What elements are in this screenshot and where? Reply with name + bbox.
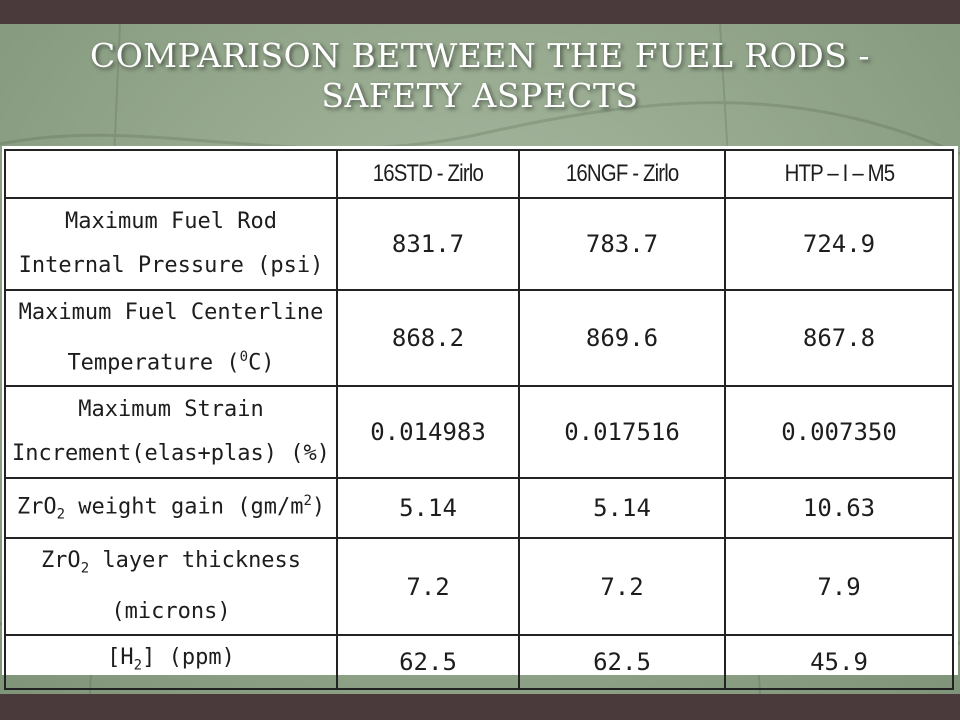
table-cell: 5.14 (336, 477, 520, 540)
top-border-band (0, 0, 960, 24)
table-row: Maximum Strain Increment(elas+plas) (%) … (4, 385, 954, 480)
table-cell: 62.5 (336, 634, 520, 690)
row-label-max-centerline-temperature: Maximum Fuel Centerline Temperature (0C) (4, 288, 338, 388)
header-cell-16std-zirlo: 16STD - Zirlo (336, 149, 520, 199)
comparison-table-container: 16STD - Zirlo 16NGF - Zirlo HTP – I – M5… (2, 146, 958, 690)
header-cell-htp-m5: HTP – I – M5 (724, 149, 954, 199)
table-row: ZrO2 layer thickness (microns) 7.2 7.2 7… (4, 537, 954, 637)
table-cell: 5.14 (518, 477, 726, 540)
table-cell: 783.7 (518, 197, 726, 291)
table-cell: 62.5 (518, 634, 726, 690)
table-cell: 7.2 (518, 537, 726, 637)
table-row: [H2] (ppm) 62.5 62.5 45.9 (4, 634, 954, 690)
table-row: Maximum Fuel Centerline Temperature (0C)… (4, 288, 954, 388)
row-label-max-internal-pressure: Maximum Fuel Rod Internal Pressure (psi) (4, 197, 338, 291)
table-cell: 0.017516 (518, 385, 726, 480)
table-cell: 0.014983 (336, 385, 520, 480)
table-cell: 10.63 (724, 477, 954, 540)
row-label-zro2-weight-gain: ZrO2 weight gain (gm/m2) (4, 477, 338, 540)
table-cell: 831.7 (336, 197, 520, 291)
comparison-table: 16STD - Zirlo 16NGF - Zirlo HTP – I – M5… (4, 149, 954, 690)
row-label-zro2-layer-thickness: ZrO2 layer thickness (microns) (4, 537, 338, 637)
table-cell: 7.2 (336, 537, 520, 637)
header-cell-16ngf-zirlo: 16NGF - Zirlo (518, 149, 726, 199)
table-row: ZrO2 weight gain (gm/m2) 5.14 5.14 10.63 (4, 477, 954, 540)
table-cell: 869.6 (518, 288, 726, 388)
row-label-max-strain-increment: Maximum Strain Increment(elas+plas) (%) (4, 385, 338, 480)
header-cell-empty (4, 149, 338, 199)
table-cell: 868.2 (336, 288, 520, 388)
table-cell: 7.9 (724, 537, 954, 637)
table-cell: 45.9 (724, 634, 954, 690)
row-label-h2-ppm: [H2] (ppm) (4, 634, 338, 690)
table-cell: 724.9 (724, 197, 954, 291)
table-cell: 867.8 (724, 288, 954, 388)
bottom-border-band (0, 694, 960, 720)
slide-title: Comparison between the fuel rods - Safet… (90, 36, 870, 115)
table-cell: 0.007350 (724, 385, 954, 480)
table-row: Maximum Fuel Rod Internal Pressure (psi)… (4, 197, 954, 291)
table-header-row: 16STD - Zirlo 16NGF - Zirlo HTP – I – M5 (4, 149, 954, 199)
